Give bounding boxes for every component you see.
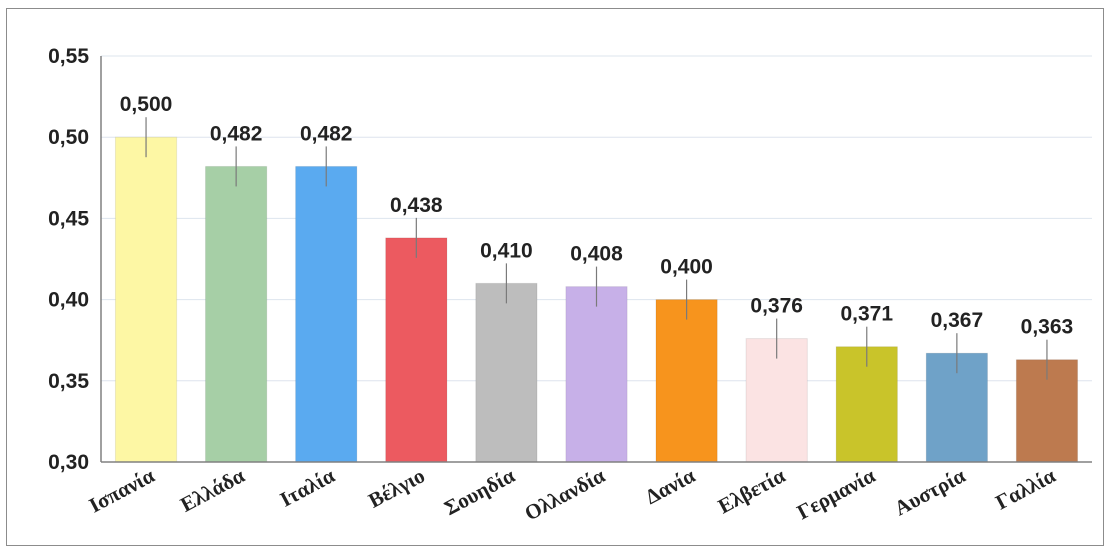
data-label: 0,367 [931, 309, 984, 332]
bars [114, 136, 1079, 463]
chart-frame: 0,30 0,35 0,40 0,45 0,50 0,55 0,500 0,482 0,482… [6, 8, 1104, 546]
x-tick-label: Γερμανία [793, 463, 879, 524]
error-bars [145, 117, 1048, 380]
data-label: 0,410 [480, 239, 533, 262]
x-tick-label: Ιταλία [276, 463, 339, 512]
bar-chart: 0,30 0,35 0,40 0,45 0,50 0,55 0,500 0,482 0,482… [48, 45, 1092, 525]
x-tick-label: Ελλάδα [176, 463, 248, 517]
x-tick-label: Ολλανδία [521, 463, 610, 525]
x-tick-label: Ελβετία [714, 463, 789, 518]
data-label: 0,482 [210, 122, 263, 145]
bar [745, 338, 808, 463]
axes [100, 56, 1092, 463]
x-tick-label: Βέλγιο [364, 463, 428, 512]
data-label: 0,376 [750, 295, 803, 318]
x-tick-label: Δανία [641, 463, 699, 509]
data-label: 0,500 [120, 93, 173, 116]
x-tick-label: Γαλλία [992, 463, 1060, 514]
data-labels: 0,500 0,482 0,482 0,438 0,410 0,408 0,400 0,376… [120, 93, 1073, 338]
bar [205, 165, 268, 463]
y-tick-label: 0,40 [48, 289, 89, 312]
data-label: 0,408 [570, 243, 623, 266]
bar [114, 136, 178, 463]
x-tick-label: Αυστρία [890, 463, 969, 520]
x-axis-ticks: Ισπανία Ελλάδα Ιταλία Βέλγιο Σουηδία Ολλανδία… [85, 463, 1060, 525]
data-label: 0,363 [1021, 316, 1074, 339]
bar [655, 299, 718, 463]
y-axis-ticks: 0,30 0,35 0,40 0,45 0,50 0,55 [48, 45, 89, 474]
y-tick-label: 0,50 [48, 126, 89, 149]
bar [385, 237, 448, 463]
bar [295, 165, 358, 463]
data-label: 0,371 [840, 303, 893, 326]
data-label: 0,400 [660, 256, 713, 279]
y-tick-label: 0,45 [48, 207, 89, 230]
data-label: 0,482 [300, 122, 353, 145]
y-tick-label: 0,30 [48, 451, 89, 474]
data-label: 0,438 [390, 194, 443, 217]
x-tick-label: Ισπανία [85, 463, 159, 517]
bar [565, 286, 628, 463]
x-tick-label: Σουηδία [440, 463, 519, 520]
y-tick-label: 0,55 [48, 45, 89, 68]
y-tick-label: 0,35 [48, 370, 89, 393]
bar [475, 282, 538, 463]
